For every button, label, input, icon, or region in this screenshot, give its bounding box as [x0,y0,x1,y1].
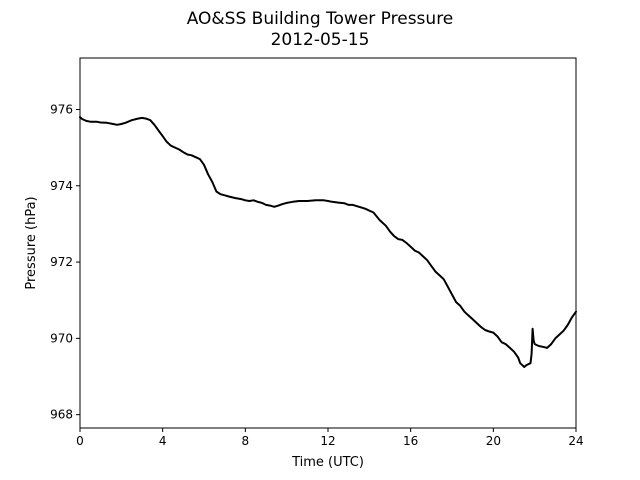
plot-area-frame [79,57,577,429]
y-axis-label: Pressure (hPa) [24,196,39,289]
y-tick-label: 972 [50,255,73,269]
x-tick-label: 16 [403,434,418,448]
x-axis-label: Time (UTC) [291,455,364,470]
y-tick-label: 968 [50,408,73,422]
y-tick-label: 976 [50,102,73,116]
x-tick-label: 12 [320,434,335,448]
x-tick-label: 4 [159,434,167,448]
chart-subtitle: 2012-05-15 [271,30,370,50]
y-tick-label: 970 [50,331,73,345]
x-tick-label: 0 [76,434,84,448]
x-tick-label: 24 [568,434,583,448]
x-tick-label: 20 [486,434,501,448]
pressure-line [79,116,577,368]
y-tick-label: 974 [50,179,73,193]
chart-title: AO&SS Building Tower Pressure [187,9,454,29]
axis-ticks: 0 4 8 12 16 20 24 968 970 972 974 976 [50,102,584,448]
x-tick-label: 8 [242,434,250,448]
